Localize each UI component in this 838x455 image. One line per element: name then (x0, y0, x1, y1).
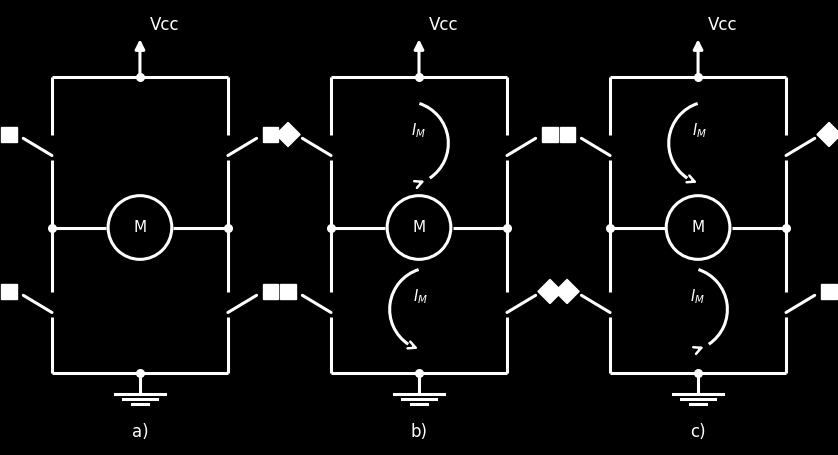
Text: M: M (133, 220, 147, 235)
Bar (263, 284, 278, 299)
Polygon shape (817, 122, 838, 147)
Polygon shape (538, 279, 562, 303)
Bar (281, 284, 296, 299)
Bar (542, 127, 557, 142)
Text: $I_M$: $I_M$ (411, 121, 426, 140)
Text: Vcc: Vcc (708, 16, 737, 34)
Text: $I_M$: $I_M$ (412, 288, 427, 306)
Polygon shape (276, 122, 300, 147)
Ellipse shape (108, 196, 172, 259)
Text: $I_M$: $I_M$ (690, 288, 705, 306)
Bar (2, 127, 17, 142)
Ellipse shape (666, 196, 730, 259)
Text: M: M (412, 220, 426, 235)
Text: c): c) (691, 423, 706, 441)
Text: $I_M$: $I_M$ (691, 121, 706, 140)
Ellipse shape (387, 196, 451, 259)
Text: M: M (691, 220, 705, 235)
Text: a): a) (132, 423, 148, 441)
Bar (2, 284, 17, 299)
Text: b): b) (411, 423, 427, 441)
Bar (263, 127, 278, 142)
Text: Vcc: Vcc (429, 16, 458, 34)
Polygon shape (555, 279, 579, 303)
Text: Vcc: Vcc (150, 16, 179, 34)
Bar (821, 284, 836, 299)
Bar (560, 127, 575, 142)
